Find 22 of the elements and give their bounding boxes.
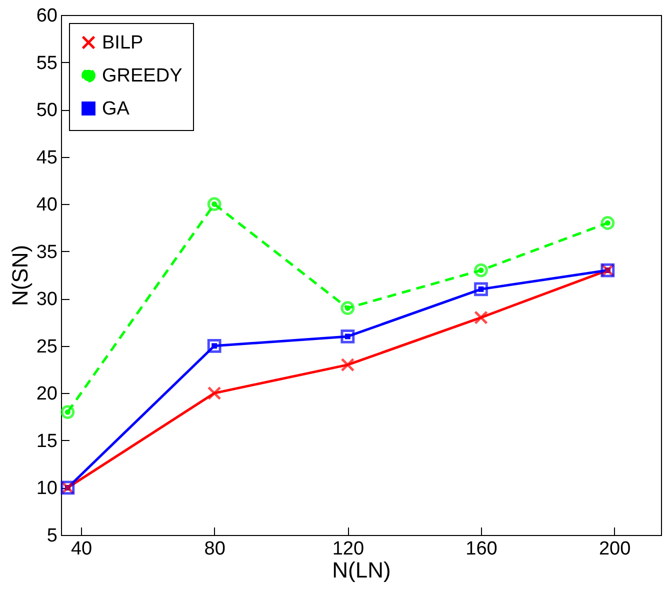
- y-tick-label: 40: [36, 194, 58, 216]
- x-axis-title: N(LN): [332, 558, 391, 582]
- legend-label: GA: [102, 98, 130, 120]
- y-tick-label: 45: [36, 147, 58, 168]
- y-tick-label: 25: [36, 336, 58, 358]
- y-tick-label: 20: [36, 384, 58, 405]
- x-tick-label: 80: [204, 538, 226, 560]
- y-tick-label: 15: [36, 430, 58, 452]
- x-tick-label: 160: [466, 538, 498, 560]
- legend-label: GREEDY: [102, 66, 183, 86]
- x-tick-label: 40: [70, 538, 92, 560]
- y-tick-label: 5: [46, 526, 58, 546]
- x-tick-label: 120: [332, 538, 364, 560]
- y-tick-label: 50: [36, 100, 58, 122]
- y-tick-label: 35: [36, 242, 58, 263]
- y-tick-label: 60: [36, 6, 58, 26]
- y-tick-label: 30: [36, 289, 58, 310]
- y-tick-label: 55: [36, 52, 58, 74]
- y-tick-label: 10: [36, 478, 58, 500]
- legend-label: BILP: [102, 32, 144, 54]
- x-tick-label: 200: [598, 538, 631, 560]
- y-axis-title: N(SN): [7, 244, 32, 306]
